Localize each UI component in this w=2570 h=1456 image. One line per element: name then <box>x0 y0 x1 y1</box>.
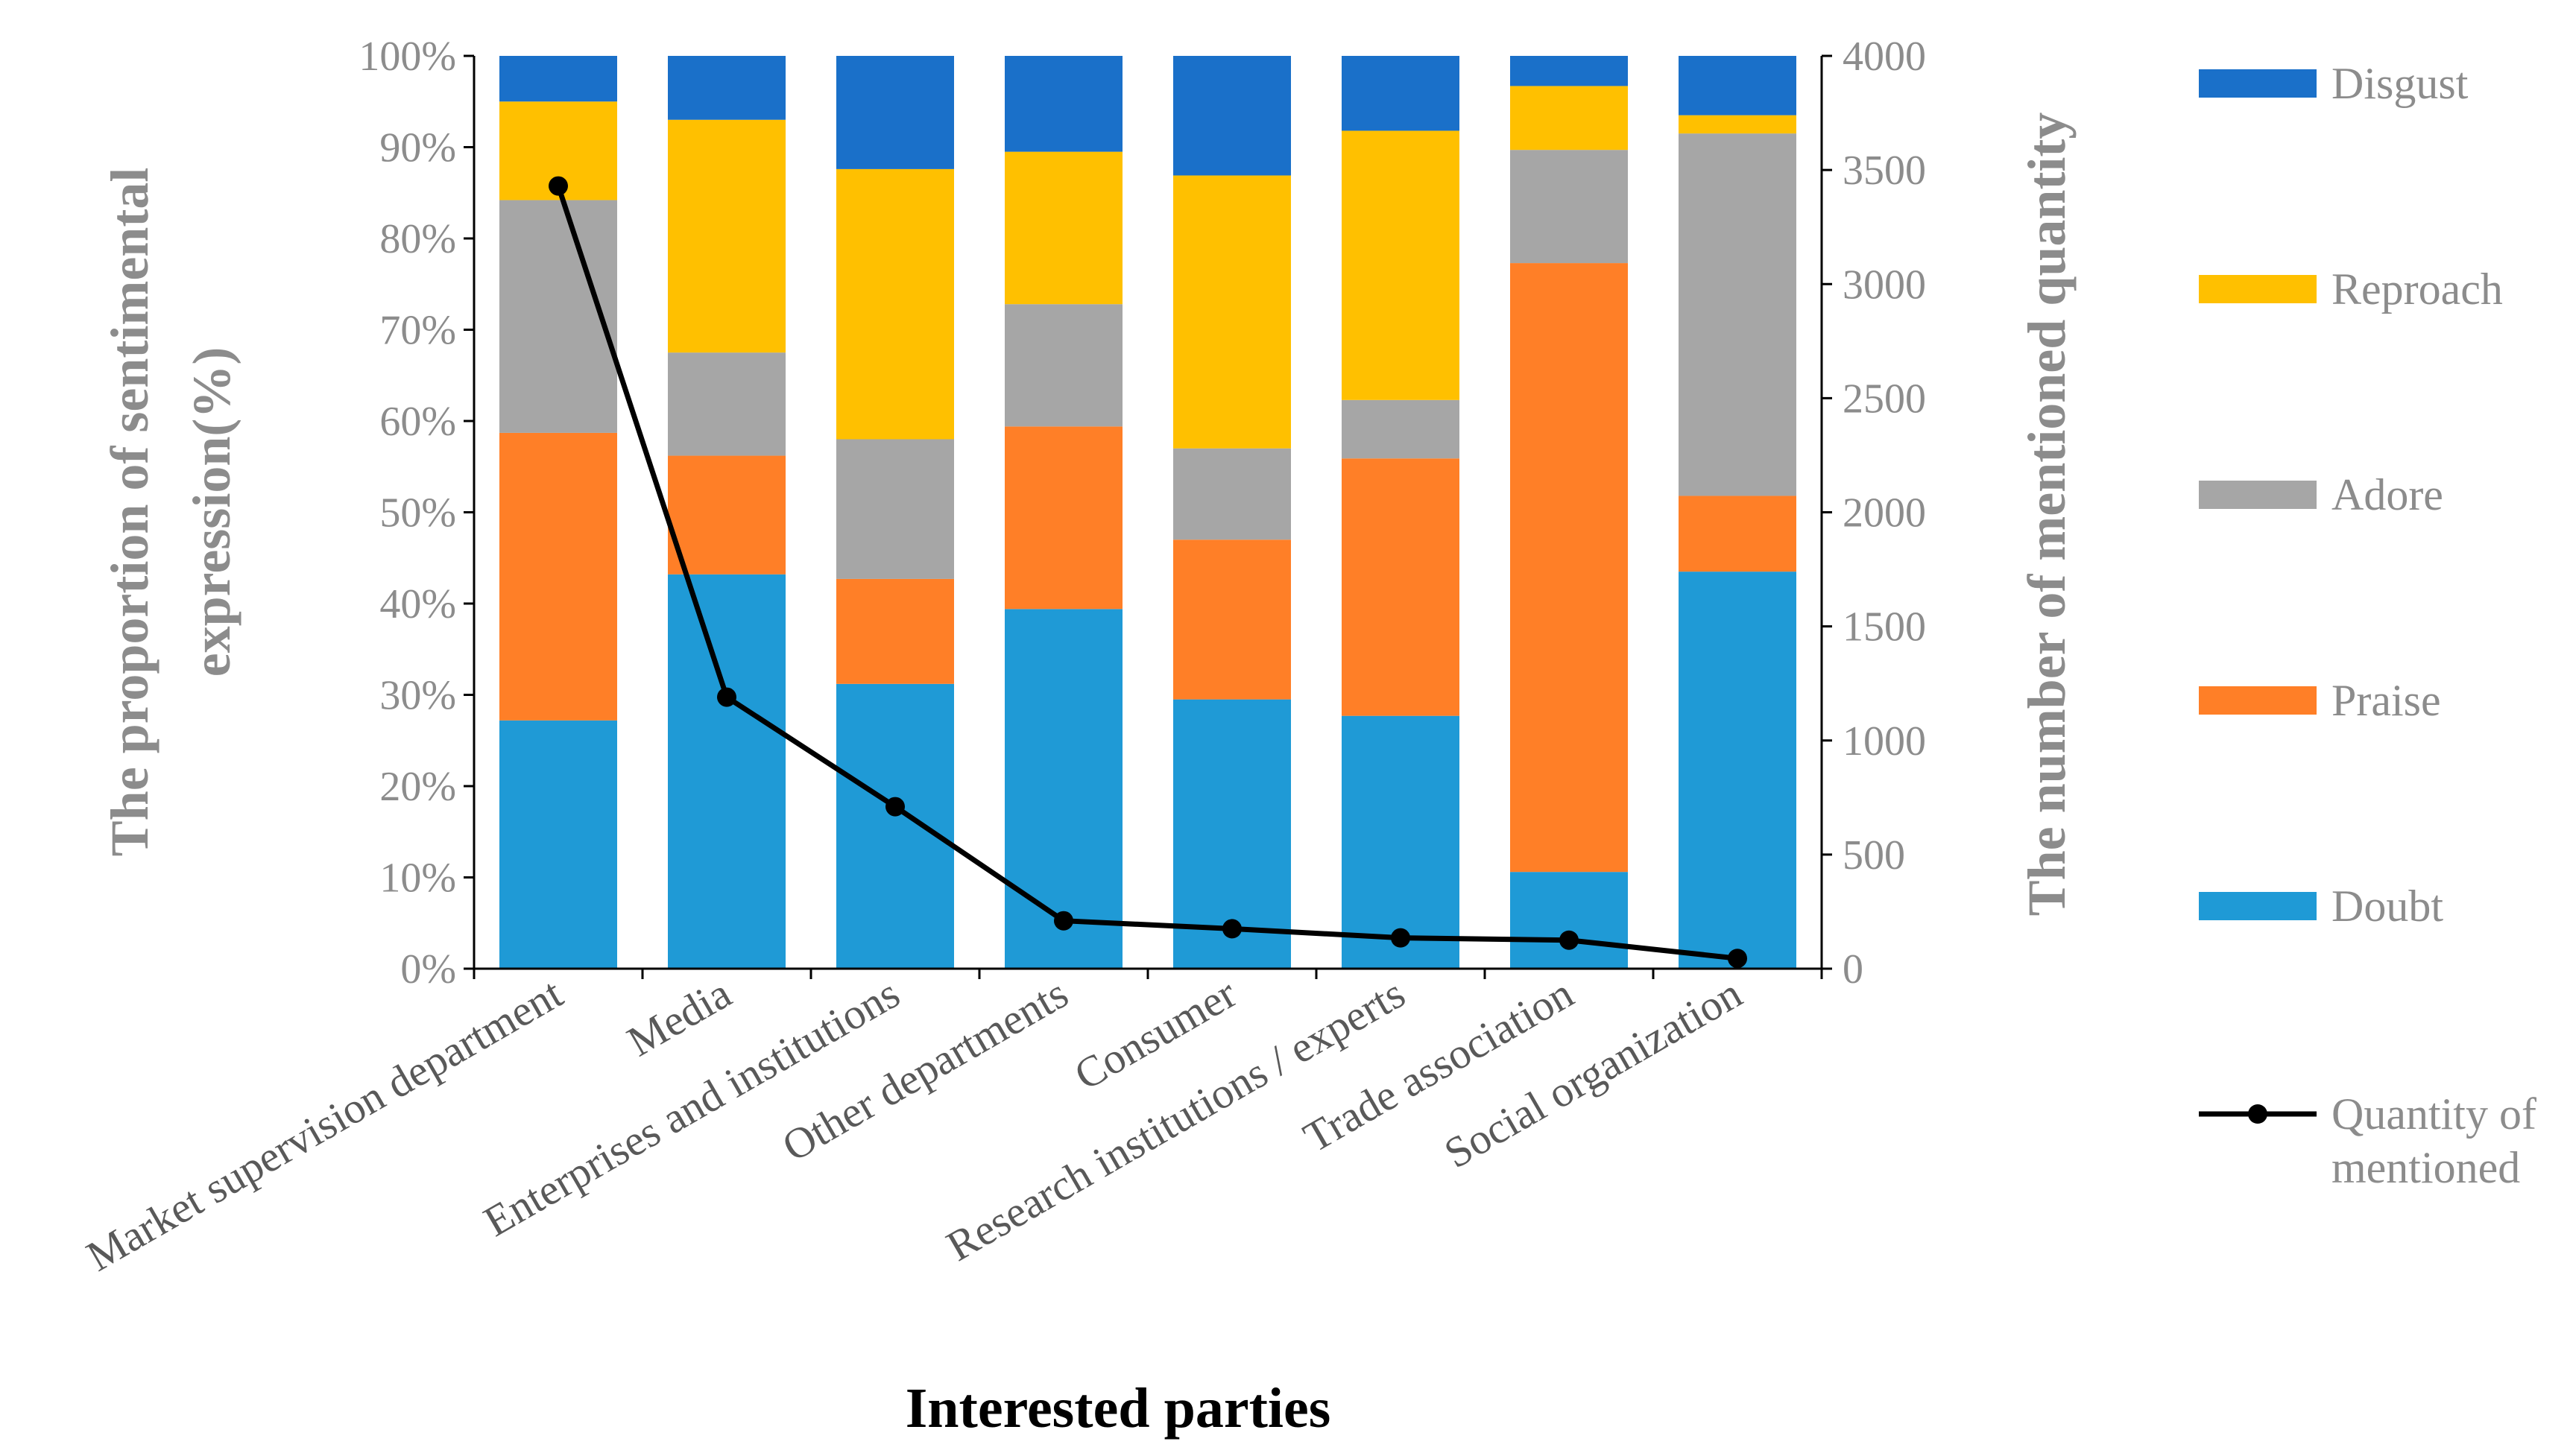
quantity-point-2 <box>885 797 905 817</box>
category-label-1: Media <box>619 969 739 1066</box>
bar-praise-3 <box>1005 426 1123 610</box>
bar-praise-0 <box>499 432 617 721</box>
quantity-point-7 <box>1728 949 1747 969</box>
left-tick-label-6: 60% <box>379 399 456 445</box>
quantity-point-5 <box>1391 928 1410 948</box>
legend-label-doubt: Doubt <box>2331 881 2443 931</box>
legend-swatch-disgust <box>2199 69 2317 98</box>
category-label-7: Social organization <box>1436 969 1750 1177</box>
bar-reproach-4 <box>1173 175 1291 449</box>
left-tick-label-0: 0% <box>400 946 456 993</box>
quantity-point-6 <box>1559 930 1579 950</box>
right-tick-label-6: 3000 <box>1843 262 1926 308</box>
quantity-point-4 <box>1222 919 1242 939</box>
bar-doubt-7 <box>1679 572 1796 969</box>
bar-disgust-7 <box>1679 56 1796 115</box>
left-tick-label-5: 50% <box>379 490 456 536</box>
legend-label-adore: Adore <box>2331 470 2443 519</box>
left-tick-label-2: 20% <box>379 764 456 810</box>
bar-disgust-6 <box>1510 56 1628 86</box>
bar-praise-4 <box>1173 539 1291 700</box>
bar-praise-2 <box>836 578 954 684</box>
bar-adore-1 <box>668 352 786 456</box>
left-tick-label-10: 100% <box>359 34 456 80</box>
bar-reproach-3 <box>1005 151 1123 305</box>
bar-reproach-2 <box>836 168 954 440</box>
left-tick-label-7: 70% <box>379 308 456 354</box>
bar-doubt-6 <box>1510 872 1628 969</box>
x-axis-title: Interested parties <box>906 1377 1331 1440</box>
bar-doubt-3 <box>1005 609 1123 969</box>
bar-doubt-0 <box>499 720 617 969</box>
quantity-line <box>555 185 1738 961</box>
bar-disgust-0 <box>499 56 617 102</box>
legend-swatch-reproach <box>2199 275 2317 303</box>
bar-adore-6 <box>1510 150 1628 264</box>
left-axis-title-line-2: expression(%) <box>182 347 241 677</box>
bar-reproach-7 <box>1679 115 1796 134</box>
left-tick-label-4: 40% <box>379 581 456 627</box>
bar-doubt-1 <box>668 574 786 969</box>
bar-doubt-2 <box>836 683 954 969</box>
right-axis-title: The number of mentioned quantity <box>2017 113 2077 917</box>
bar-praise-7 <box>1679 496 1796 572</box>
legend-label-disgust: Disgust <box>2331 59 2469 108</box>
right-tick-label-3: 1500 <box>1843 604 1926 651</box>
bar-reproach-5 <box>1342 130 1459 400</box>
right-tick-label-4: 2000 <box>1843 490 1926 536</box>
right-tick-label-7: 3500 <box>1843 148 1926 194</box>
left-tick-label-9: 90% <box>379 125 456 171</box>
bar-disgust-1 <box>668 56 786 120</box>
bar-praise-1 <box>668 455 786 575</box>
bar-disgust-4 <box>1173 56 1291 176</box>
bar-adore-5 <box>1342 399 1459 459</box>
bar-disgust-2 <box>836 56 954 169</box>
bar-disgust-3 <box>1005 56 1123 152</box>
legend-swatch-adore <box>2199 481 2317 509</box>
right-tick-label-5: 2500 <box>1843 376 1926 422</box>
legend-swatch-quantity-marker <box>2248 1104 2267 1124</box>
left-tick-label-3: 30% <box>379 673 456 719</box>
bar-doubt-5 <box>1342 715 1459 969</box>
category-label-3: Other departments <box>774 969 1076 1171</box>
left-tick-label-1: 10% <box>379 855 456 902</box>
legend-label-quantity-line-2: mentioned <box>2331 1143 2520 1192</box>
right-tick-label-8: 4000 <box>1843 34 1926 80</box>
bar-disgust-5 <box>1342 56 1459 131</box>
bar-adore-4 <box>1173 448 1291 540</box>
bar-adore-3 <box>1005 304 1123 427</box>
legend-swatch-doubt <box>2199 892 2317 920</box>
left-tick-label-8: 80% <box>379 216 456 262</box>
bar-adore-7 <box>1679 133 1796 496</box>
legend-label-quantity-line-1: Quantity of <box>2331 1089 2536 1139</box>
legend-swatch-praise <box>2199 686 2317 715</box>
legend-label-reproach: Reproach <box>2331 265 2503 314</box>
quantity-point-0 <box>549 176 568 196</box>
right-tick-label-2: 1000 <box>1843 718 1926 765</box>
left-axis-title-line-1: The proportion of sentimental <box>100 168 160 857</box>
bar-adore-2 <box>836 439 954 579</box>
bar-reproach-1 <box>668 119 786 353</box>
right-tick-label-0: 0 <box>1843 946 1863 993</box>
quantity-point-1 <box>717 687 736 707</box>
bar-adore-0 <box>499 200 617 433</box>
right-tick-label-1: 500 <box>1843 832 1905 879</box>
bar-praise-6 <box>1510 263 1628 873</box>
legend-label-praise: Praise <box>2331 676 2441 725</box>
quantity-point-3 <box>1054 911 1073 931</box>
bar-praise-5 <box>1342 458 1459 716</box>
bar-reproach-6 <box>1510 86 1628 151</box>
